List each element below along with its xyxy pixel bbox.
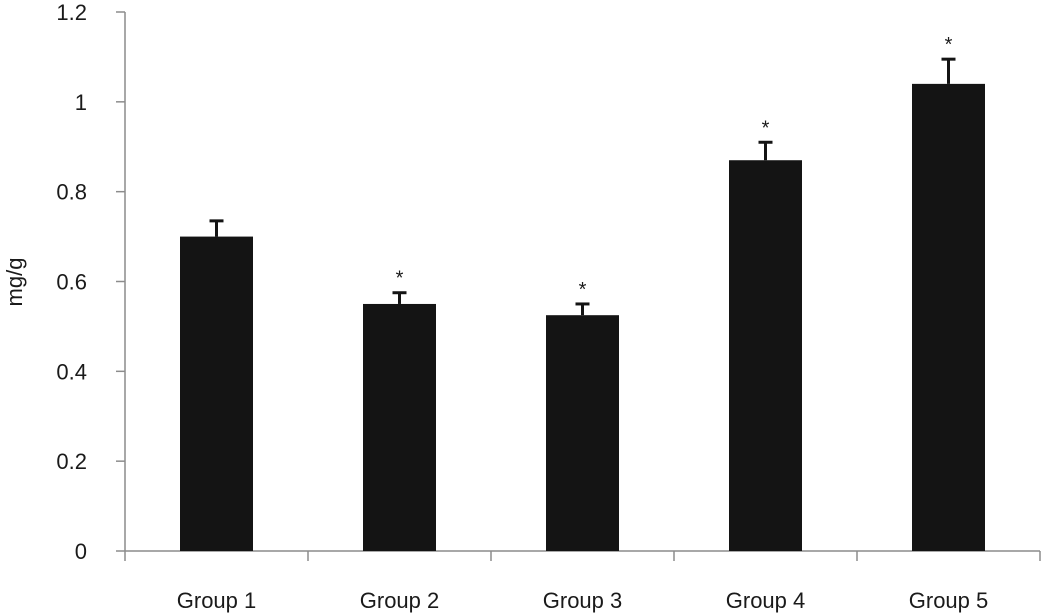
significance-marker: *: [396, 268, 404, 290]
x-tick-label: Group 5: [909, 588, 989, 613]
y-tick-label: 1: [75, 90, 87, 115]
y-tick-label: 0.6: [56, 270, 87, 295]
y-tick-label: 1.2: [56, 0, 87, 25]
x-tick-label: Group 3: [543, 588, 623, 613]
bar: [729, 160, 802, 551]
y-tick-label: 0.2: [56, 449, 87, 474]
significance-marker: *: [945, 34, 953, 56]
y-axis-title: mg/g: [2, 258, 27, 307]
y-tick-label: 0: [75, 539, 87, 564]
x-tick-label: Group 1: [177, 588, 257, 613]
significance-marker: *: [762, 117, 770, 139]
x-tick-label: Group 2: [360, 588, 440, 613]
x-axis: Group 1 Group 2 Group 3 Group 4 Group 5: [124, 550, 1041, 613]
x-tick-label: Group 4: [726, 588, 806, 613]
y-tick-label: 0.4: [56, 359, 87, 384]
bar: [546, 315, 619, 551]
y-tick-label: 0.8: [56, 180, 87, 205]
significance-marker: *: [579, 279, 587, 301]
bar: [363, 303, 436, 551]
bars: * * * *: [180, 34, 985, 552]
y-axis: 0 0.2 0.4 0.6 0.8 1 1.2: [56, 0, 126, 564]
bar: [180, 236, 253, 552]
bar: [912, 83, 985, 551]
